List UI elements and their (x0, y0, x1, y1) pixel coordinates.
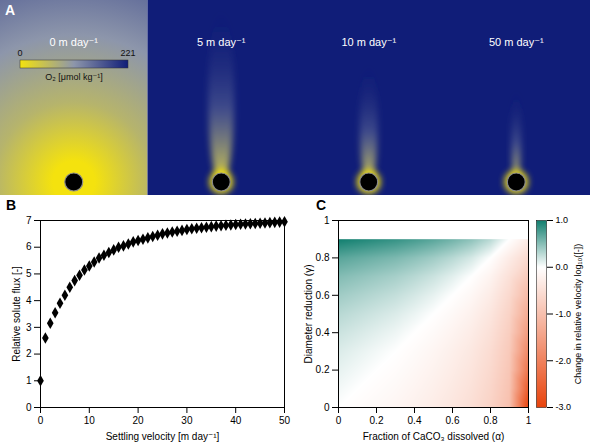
html-text:A: A (5, 2, 16, 18)
svg-text:O₂ [μmol kg⁻¹]: O₂ [μmol kg⁻¹] (45, 72, 102, 82)
svg-text:Diameter reduction (γ): Diameter reduction (γ) (303, 265, 314, 364)
svg-text:1: 1 (324, 215, 330, 226)
html-text:C: C (316, 197, 327, 213)
svg-text:Relative solute flux [-]: Relative solute flux [-] (11, 266, 22, 362)
svg-text:0: 0 (38, 415, 44, 426)
svg-text:0.2: 0.2 (370, 415, 384, 426)
svg-text:1: 1 (26, 375, 32, 386)
svg-text:0.4: 0.4 (316, 327, 330, 338)
html-text:B: B (6, 197, 17, 213)
svg-text:0.2: 0.2 (316, 364, 330, 375)
svg-text:0: 0 (336, 415, 342, 426)
svg-text:Settling velocity [m day⁻¹]: Settling velocity [m day⁻¹] (106, 431, 220, 442)
svg-text:4: 4 (26, 295, 32, 306)
svg-text:1: 1 (526, 415, 532, 426)
svg-text:10: 10 (84, 415, 96, 426)
svg-text:0.6: 0.6 (446, 415, 460, 426)
svg-text:10 m day⁻¹: 10 m day⁻¹ (341, 36, 396, 48)
svg-text:20: 20 (133, 415, 145, 426)
svg-text:0: 0 (26, 402, 32, 413)
svg-text:0.8: 0.8 (484, 415, 498, 426)
svg-text:-1.0: -1.0 (556, 309, 572, 319)
svg-text:0: 0 (324, 402, 330, 413)
svg-text:5: 5 (26, 268, 32, 279)
svg-text:0.8: 0.8 (316, 252, 330, 263)
svg-text:3: 3 (26, 322, 32, 333)
svg-text:50 m day⁻¹: 50 m day⁻¹ (489, 36, 544, 48)
svg-text:-3.0: -3.0 (556, 402, 572, 412)
svg-text:0.6: 0.6 (316, 290, 330, 301)
svg-text:50: 50 (279, 415, 291, 426)
svg-text:1.0: 1.0 (556, 215, 569, 225)
svg-text:-2.0: -2.0 (556, 356, 572, 366)
svg-text:Change in relative velocity lo: Change in relative velocity log₁₀([-]) (573, 244, 583, 384)
svg-text:7: 7 (26, 215, 32, 226)
svg-text:0 m day⁻¹: 0 m day⁻¹ (49, 36, 98, 48)
svg-text:0.0: 0.0 (556, 262, 569, 272)
svg-text:40: 40 (230, 415, 242, 426)
svg-text:30: 30 (181, 415, 193, 426)
svg-text:Fraction of CaCO₃ dissolved (α: Fraction of CaCO₃ dissolved (α) (363, 431, 505, 442)
svg-text:5 m day⁻¹: 5 m day⁻¹ (197, 36, 246, 48)
svg-text:0.4: 0.4 (408, 415, 422, 426)
svg-text:0: 0 (17, 48, 22, 58)
svg-text:6: 6 (26, 241, 32, 252)
svg-text:221: 221 (120, 48, 135, 58)
svg-text:2: 2 (26, 348, 32, 359)
